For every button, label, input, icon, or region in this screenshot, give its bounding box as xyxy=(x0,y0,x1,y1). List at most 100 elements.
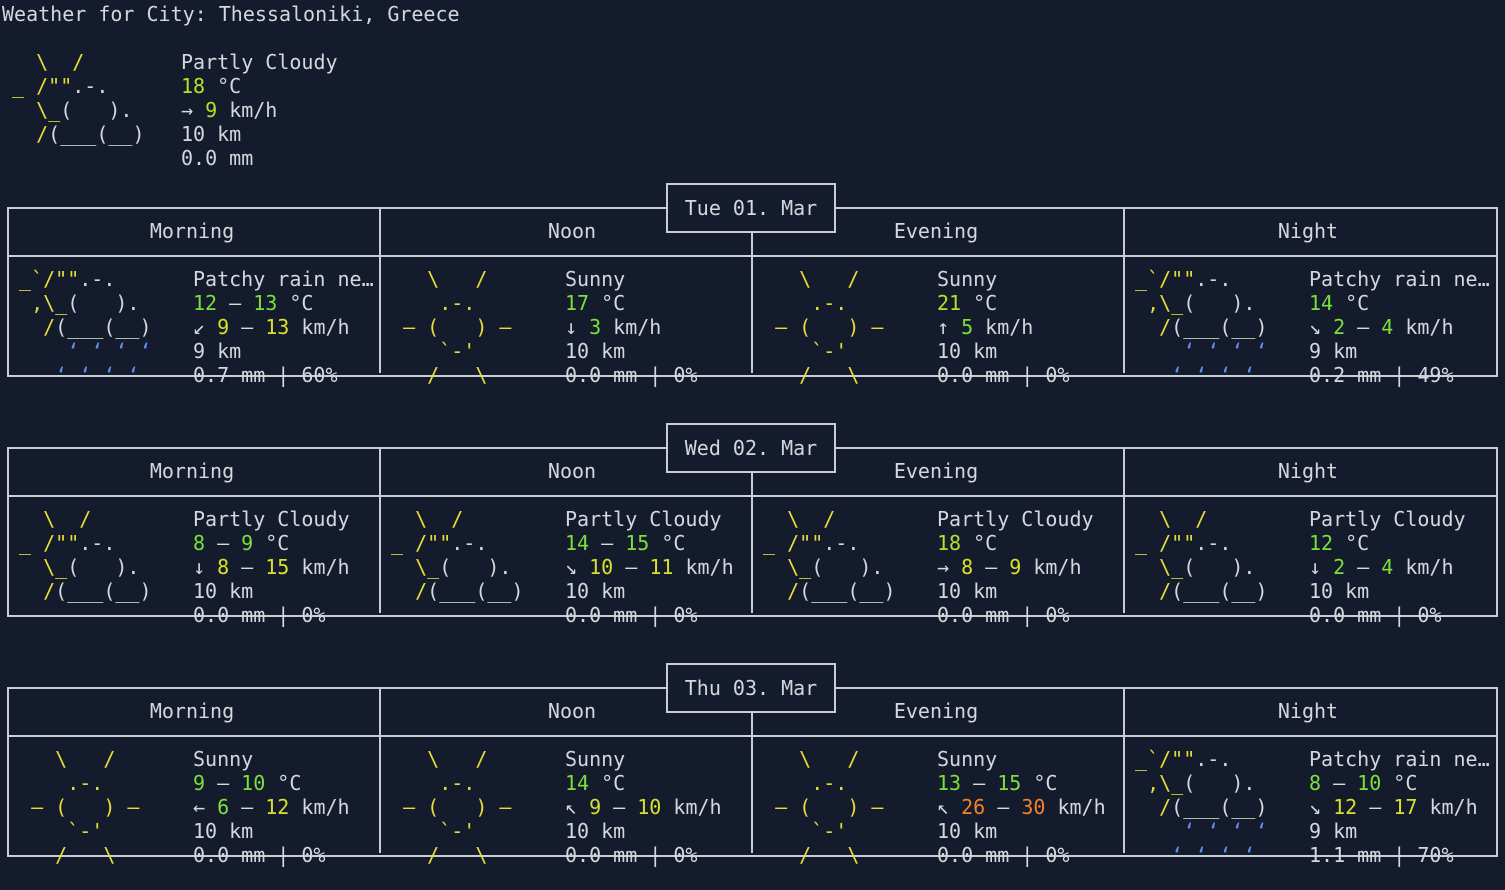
forecast-period: \ / _ /"".-. \_( ). /(___(__) Partly Clou… xyxy=(751,507,1123,627)
visibility: 10 km xyxy=(565,339,626,363)
period-label: Morning xyxy=(149,459,235,483)
temperature: 8 ― 10 °C xyxy=(1309,771,1418,795)
temperature: 18 °C xyxy=(937,531,998,555)
current-precipitation: 0.0 mm xyxy=(181,146,254,170)
forecast-info: Partly Cloudy 12 °C ↓ 2 ― 4 km/h 10 km 0.0 m… xyxy=(1309,507,1491,627)
precipitation: 0.0 mm | 0% xyxy=(937,843,1070,867)
forecast-period: \ / .-. ― ( ) ― `-' / \ Sunny 14 °C ↖ 9 ― … xyxy=(379,747,751,867)
forecast-info: Patchy rain ne… 12 ― 13 °C ↙ 9 ― 13 km/h 9 … xyxy=(193,267,375,387)
forecast-period: \ / _ /"".-. \_( ). /(___(__) Partly Clou… xyxy=(1123,507,1495,627)
wind: ↑ 5 km/h xyxy=(937,315,1034,339)
sunny-icon: \ / .-. ― ( ) ― `-' / \ xyxy=(751,267,908,387)
partly-cloudy-icon: \ / _ /"".-. \_( ). /(___(__) xyxy=(379,507,524,603)
precipitation: 0.0 mm | 0% xyxy=(193,843,326,867)
column-separator xyxy=(379,207,381,373)
partly-cloudy-icon: \ / _ /"".-. \_( ). /(___(__) xyxy=(0,50,145,146)
condition-text: Patchy rain ne… xyxy=(1309,747,1490,771)
temperature: 8 ― 9 °C xyxy=(193,531,290,555)
precipitation: 0.0 mm | 0% xyxy=(193,603,326,627)
wind: ↙ 9 ― 13 km/h xyxy=(193,315,350,339)
partly-cloudy-icon: \ / _ /"".-. \_( ). /(___(__) xyxy=(751,507,896,603)
visibility: 10 km xyxy=(193,579,254,603)
period-label: Noon xyxy=(547,699,597,723)
visibility: 10 km xyxy=(937,579,998,603)
condition-text: Patchy rain ne… xyxy=(1309,267,1490,291)
forecast-period: \ / _ /"".-. \_( ). /(___(__) Partly Clou… xyxy=(379,507,751,627)
forecast-date: Wed 02. Mar xyxy=(666,423,836,473)
forecast-day: Thu 03. Mar Morning Noon Evening Night \ / .… xyxy=(7,663,1498,867)
column-separator xyxy=(1123,447,1125,613)
forecast-period: _`/"".-. ,\_( ). /(___(__) ‘ ‘ ‘ ‘ ‘ ‘ ‘… xyxy=(1123,267,1495,387)
period-label: Night xyxy=(1277,459,1339,483)
condition-text: Sunny xyxy=(937,747,998,771)
period-label: Noon xyxy=(547,219,597,243)
precipitation: 0.0 mm | 0% xyxy=(565,603,698,627)
sunny-icon: \ / .-. ― ( ) ― `-' / \ xyxy=(379,747,536,867)
forecast-info: Partly Cloudy 14 ― 15 °C ↘ 10 ― 11 km/h 10 … xyxy=(565,507,747,627)
column-separator xyxy=(751,471,753,613)
period-label: Morning xyxy=(149,699,235,723)
forecast-period: _`/"".-. ,\_( ). /(___(__) ‘ ‘ ‘ ‘ ‘ ‘ ‘… xyxy=(1123,747,1495,867)
period-label: Evening xyxy=(893,219,979,243)
forecast-period: \ / _ /"".-. \_( ). /(___(__) Partly Clou… xyxy=(7,507,379,627)
precipitation: 0.0 mm | 0% xyxy=(565,843,698,867)
forecast-info: Partly Cloudy 18 °C → 8 ― 9 km/h 10 km 0.0 m… xyxy=(937,507,1119,627)
forecast-info: Patchy rain ne… 8 ― 10 °C ↘ 12 ― 17 km/h 9 … xyxy=(1309,747,1491,867)
column-separator xyxy=(751,231,753,373)
partly-cloudy-icon: \ / _ /"".-. \_( ). /(___(__) xyxy=(7,507,152,603)
precipitation: 0.2 mm | 49% xyxy=(1309,363,1454,387)
column-separator xyxy=(1123,207,1125,373)
period-label: Evening xyxy=(893,699,979,723)
wind: ↘ 10 ― 11 km/h xyxy=(565,555,734,579)
temperature: 17 °C xyxy=(565,291,626,315)
precipitation: 0.0 mm | 0% xyxy=(1309,603,1442,627)
visibility: 10 km xyxy=(565,579,626,603)
temperature: 9 ― 10 °C xyxy=(193,771,302,795)
period-label: Night xyxy=(1277,699,1339,723)
period-label: Noon xyxy=(547,459,597,483)
patchy-rain-icon: _`/"".-. ,\_( ). /(___(__) ‘ ‘ ‘ ‘ ‘ ‘ ‘… xyxy=(1123,747,1268,867)
period-label: Evening xyxy=(893,459,979,483)
patchy-rain-icon: _`/"".-. ,\_( ). /(___(__) ‘ ‘ ‘ ‘ ‘ ‘ ‘… xyxy=(1123,267,1268,387)
condition-text: Sunny xyxy=(565,267,626,291)
partly-cloudy-icon: \ / _ /"".-. \_( ). /(___(__) xyxy=(1123,507,1268,603)
forecast-info: Sunny 17 °C ↓ 3 km/h 10 km 0.0 mm | 0% xyxy=(565,267,747,387)
wind: ↘ 12 ― 17 km/h xyxy=(1309,795,1478,819)
forecast-info: Sunny 13 ― 15 °C ↖ 26 ― 30 km/h 10 km 0.0 mm… xyxy=(937,747,1119,867)
temperature: 14 °C xyxy=(1309,291,1370,315)
visibility: 10 km xyxy=(937,819,998,843)
wind: ↓ 3 km/h xyxy=(565,315,662,339)
current-condition: Partly Cloudy xyxy=(181,50,338,74)
forecast-period: \ / .-. ― ( ) ― `-' / \ Sunny 17 °C ↓ 3 km… xyxy=(379,267,751,387)
patchy-rain-icon: _`/"".-. ,\_( ). /(___(__) ‘ ‘ ‘ ‘ ‘ ‘ ‘… xyxy=(7,267,152,387)
temperature: 13 ― 15 °C xyxy=(937,771,1058,795)
forecast-period: \ / .-. ― ( ) ― `-' / \ Sunny 21 °C ↑ 5 km… xyxy=(751,267,1123,387)
column-separator xyxy=(751,711,753,853)
precipitation: 0.0 mm | 0% xyxy=(565,363,698,387)
forecast-date: Thu 03. Mar xyxy=(666,663,836,713)
visibility: 10 km xyxy=(193,819,254,843)
forecast-period: \ / .-. ― ( ) ― `-' / \ Sunny 9 ― 10 °C ← … xyxy=(7,747,379,867)
wind: ↖ 26 ― 30 km/h xyxy=(937,795,1106,819)
condition-text: Partly Cloudy xyxy=(565,507,722,531)
forecast-info: Patchy rain ne… 14 °C ↘ 2 ― 4 km/h 9 km 0.2 … xyxy=(1309,267,1491,387)
wind: → 8 ― 9 km/h xyxy=(937,555,1082,579)
precipitation: 0.0 mm | 0% xyxy=(937,603,1070,627)
current-visibility: 10 km xyxy=(181,122,242,146)
sunny-icon: \ / .-. ― ( ) ― `-' / \ xyxy=(751,747,908,867)
condition-text: Partly Cloudy xyxy=(937,507,1094,531)
forecast-info: Sunny 21 °C ↑ 5 km/h 10 km 0.0 mm | 0% xyxy=(937,267,1119,387)
forecast-period: _`/"".-. ,\_( ). /(___(__) ‘ ‘ ‘ ‘ ‘ ‘ ‘… xyxy=(7,267,379,387)
temperature: 21 °C xyxy=(937,291,998,315)
visibility: 10 km xyxy=(1309,579,1370,603)
condition-text: Patchy rain ne… xyxy=(193,267,374,291)
visibility: 9 km xyxy=(193,339,242,363)
period-label: Night xyxy=(1277,219,1339,243)
forecast-date: Tue 01. Mar xyxy=(666,183,836,233)
column-separator xyxy=(1123,687,1125,853)
temperature: 14 °C xyxy=(565,771,626,795)
temperature: 12 °C xyxy=(1309,531,1370,555)
condition-text: Sunny xyxy=(193,747,254,771)
precipitation: 0.0 mm | 0% xyxy=(937,363,1070,387)
wind: ← 6 ― 12 km/h xyxy=(193,795,350,819)
